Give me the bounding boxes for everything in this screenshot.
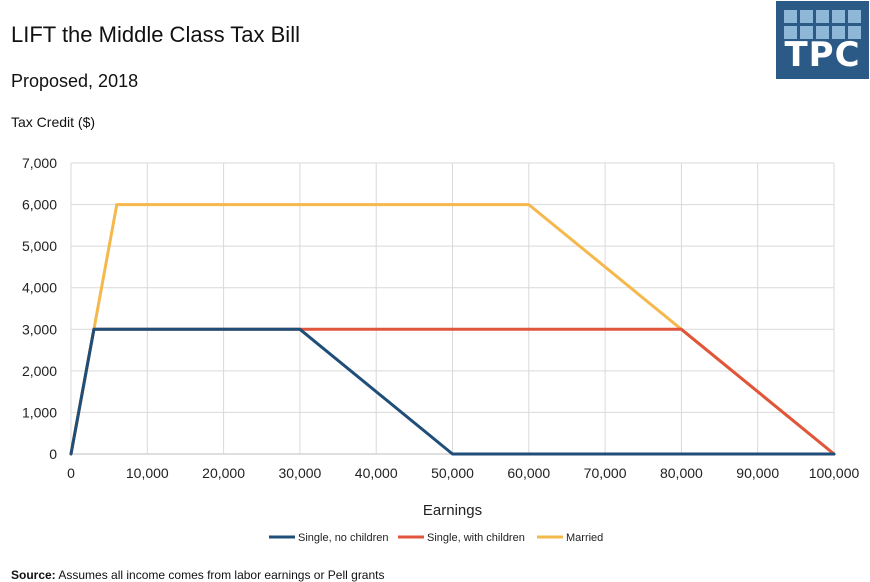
- x-tick-label: 50,000: [431, 465, 474, 481]
- x-axis-label: Earnings: [423, 502, 482, 519]
- x-tick-label: 20,000: [202, 465, 245, 481]
- logo-square-icon: [832, 10, 845, 23]
- x-tick-label: 60,000: [507, 465, 550, 481]
- y-tick-label: 7,000: [22, 155, 57, 171]
- chart-subtitle: Proposed, 2018: [11, 71, 139, 91]
- x-tick-label: 30,000: [278, 465, 321, 481]
- logo-square-icon: [800, 26, 813, 39]
- legend-label: Married: [566, 532, 603, 544]
- x-tick-label: 100,000: [809, 465, 860, 481]
- y-tick-label: 6,000: [22, 197, 57, 213]
- logo-square-icon: [816, 10, 829, 23]
- y-tick-label: 0: [49, 446, 57, 462]
- x-tick-label: 10,000: [126, 465, 169, 481]
- x-tick-label: 0: [67, 465, 75, 481]
- y-axis-label: Tax Credit ($): [11, 114, 96, 130]
- y-tick-label: 1,000: [22, 404, 57, 420]
- source-text: Assumes all income comes from labor earn…: [58, 568, 385, 582]
- source-label: Source:: [11, 568, 56, 582]
- logo-square-icon: [816, 26, 829, 39]
- x-tick-label: 70,000: [584, 465, 627, 481]
- chart-title: LIFT the Middle Class Tax Bill: [11, 22, 300, 47]
- y-tick-label: 4,000: [22, 280, 57, 296]
- legend-label: Single, with children: [427, 532, 525, 544]
- x-tick-label: 80,000: [660, 465, 703, 481]
- x-tick-label: 90,000: [736, 465, 779, 481]
- logo-square-icon: [832, 26, 845, 39]
- line-chart: 0 1,000 2,000 3,000 4,000 5,000 6,000 7,000 0 10,…: [22, 155, 860, 544]
- logo-square-icon: [784, 26, 797, 39]
- series-line: [69, 327, 836, 456]
- y-tick-label: 2,000: [22, 363, 57, 379]
- y-tick-label: 3,000: [22, 321, 57, 337]
- x-tick-label: 40,000: [355, 465, 398, 481]
- logo-square-icon: [848, 26, 861, 39]
- logo-text: TPC: [784, 35, 861, 75]
- logo-square-icon: [784, 10, 797, 23]
- logo-square-icon: [800, 10, 813, 23]
- legend-label: Single, no children: [298, 532, 389, 544]
- source-note: Source: Assumes all income comes from la…: [11, 568, 385, 582]
- y-tick-label: 5,000: [22, 238, 57, 254]
- tpc-logo: TPC: [776, 1, 869, 79]
- logo-square-icon: [848, 10, 861, 23]
